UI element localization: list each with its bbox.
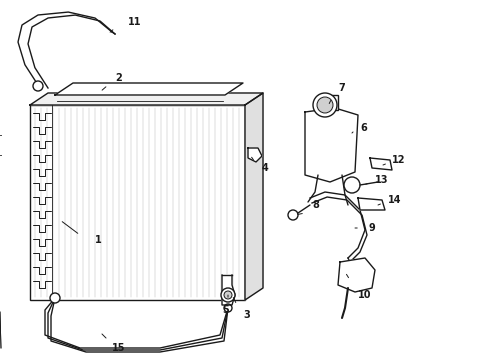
Text: 6: 6 xyxy=(360,123,367,133)
Text: 4: 4 xyxy=(262,163,269,173)
Text: 2: 2 xyxy=(115,73,122,83)
Polygon shape xyxy=(370,158,392,170)
Polygon shape xyxy=(358,198,385,210)
Text: 10: 10 xyxy=(358,290,371,300)
Circle shape xyxy=(344,177,360,193)
Polygon shape xyxy=(245,93,263,300)
Bar xyxy=(318,95,338,110)
Polygon shape xyxy=(248,148,262,162)
Circle shape xyxy=(33,81,43,91)
Text: 12: 12 xyxy=(392,155,406,165)
Text: 1: 1 xyxy=(95,235,102,245)
Circle shape xyxy=(317,97,333,113)
Text: 5: 5 xyxy=(222,305,229,315)
Polygon shape xyxy=(30,93,263,105)
Circle shape xyxy=(288,210,298,220)
Text: 14: 14 xyxy=(388,195,401,205)
Text: 11: 11 xyxy=(128,17,142,27)
Polygon shape xyxy=(305,108,358,182)
Text: 3: 3 xyxy=(243,310,250,320)
Bar xyxy=(30,105,245,300)
Polygon shape xyxy=(55,83,243,95)
Polygon shape xyxy=(338,258,375,292)
Circle shape xyxy=(221,288,235,302)
Text: 13: 13 xyxy=(375,175,389,185)
Circle shape xyxy=(224,291,232,299)
Text: 15: 15 xyxy=(112,343,125,353)
Circle shape xyxy=(50,293,60,303)
Circle shape xyxy=(313,93,337,117)
Polygon shape xyxy=(222,275,235,305)
Text: 7: 7 xyxy=(338,83,345,93)
Circle shape xyxy=(224,304,232,312)
Text: 9: 9 xyxy=(368,223,375,233)
Text: 8: 8 xyxy=(312,200,319,210)
